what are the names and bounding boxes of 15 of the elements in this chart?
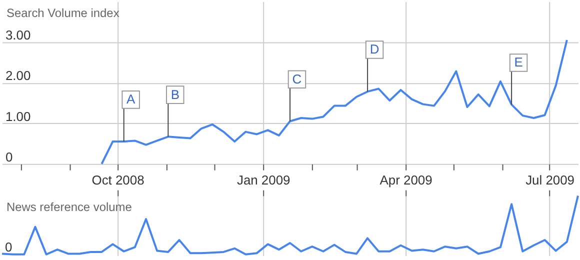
annotation: A — [126, 92, 136, 107]
y-axis-title: News reference volume — [6, 200, 132, 214]
annotation: D — [370, 42, 380, 57]
y-tick-label: 0 — [5, 149, 13, 164]
x-tick-label: Jan 2009 — [236, 172, 290, 188]
x-tick-label: Oct 2008 — [92, 172, 144, 188]
annotation: B — [170, 86, 180, 102]
annotation: E — [514, 54, 524, 70]
y-tick-label: 1.00 — [5, 108, 31, 124]
x-tick-label: Jul 2009 — [526, 172, 574, 188]
y-tick-label: 2.00 — [5, 68, 31, 84]
annotation: C — [292, 71, 302, 86]
y-axis-title: Search Volume index — [6, 6, 120, 20]
x-tick-label: Apr 2009 — [380, 172, 432, 188]
y-tick-label: 3.00 — [5, 28, 31, 43]
